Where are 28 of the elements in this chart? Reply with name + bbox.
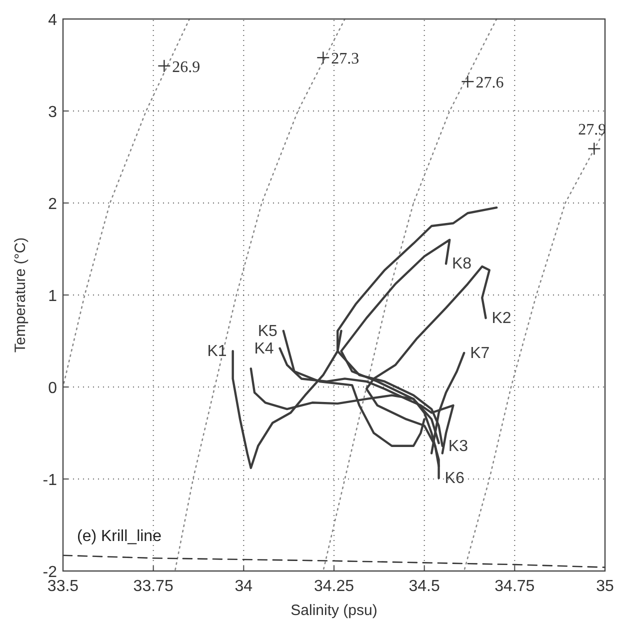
y-tick-label: -1 bbox=[42, 472, 58, 489]
series-label: K6 bbox=[444, 470, 464, 488]
x-tick-label: 33.5 bbox=[47, 578, 79, 595]
y-tick-label: 1 bbox=[48, 288, 58, 305]
x-tick-label: 34 bbox=[234, 578, 253, 595]
series-label: K2 bbox=[492, 310, 512, 327]
x-tick-label: 34.75 bbox=[494, 578, 535, 595]
y-axis-title: Temperature (°C) bbox=[12, 237, 29, 353]
y-tick-label: 2 bbox=[48, 196, 58, 213]
annotation: (e) Krill_line bbox=[77, 528, 162, 545]
x-tick-label: 34.25 bbox=[314, 578, 354, 595]
y-tick-label: -2 bbox=[42, 564, 58, 581]
series-label: K7 bbox=[470, 344, 490, 362]
annotation: 27.3 bbox=[331, 50, 360, 68]
series-label: K1 bbox=[207, 343, 227, 360]
series-label: K8 bbox=[452, 256, 472, 273]
y-tick-label: 0 bbox=[48, 380, 58, 397]
x-tick-label: 35 bbox=[596, 578, 614, 595]
annotation: 26.9 bbox=[172, 58, 200, 76]
x-tick-label: 34.5 bbox=[408, 578, 440, 595]
x-tick-label: 33.75 bbox=[133, 578, 174, 595]
series-label: K3 bbox=[448, 438, 468, 455]
x-axis-title: Salinity (psu) bbox=[290, 602, 378, 619]
annotation: 27.6 bbox=[476, 74, 504, 92]
series-label: K5 bbox=[258, 322, 278, 340]
y-tick-label: 4 bbox=[48, 12, 58, 29]
y-tick-label: 3 bbox=[48, 104, 58, 121]
series-label: K4 bbox=[254, 340, 274, 358]
